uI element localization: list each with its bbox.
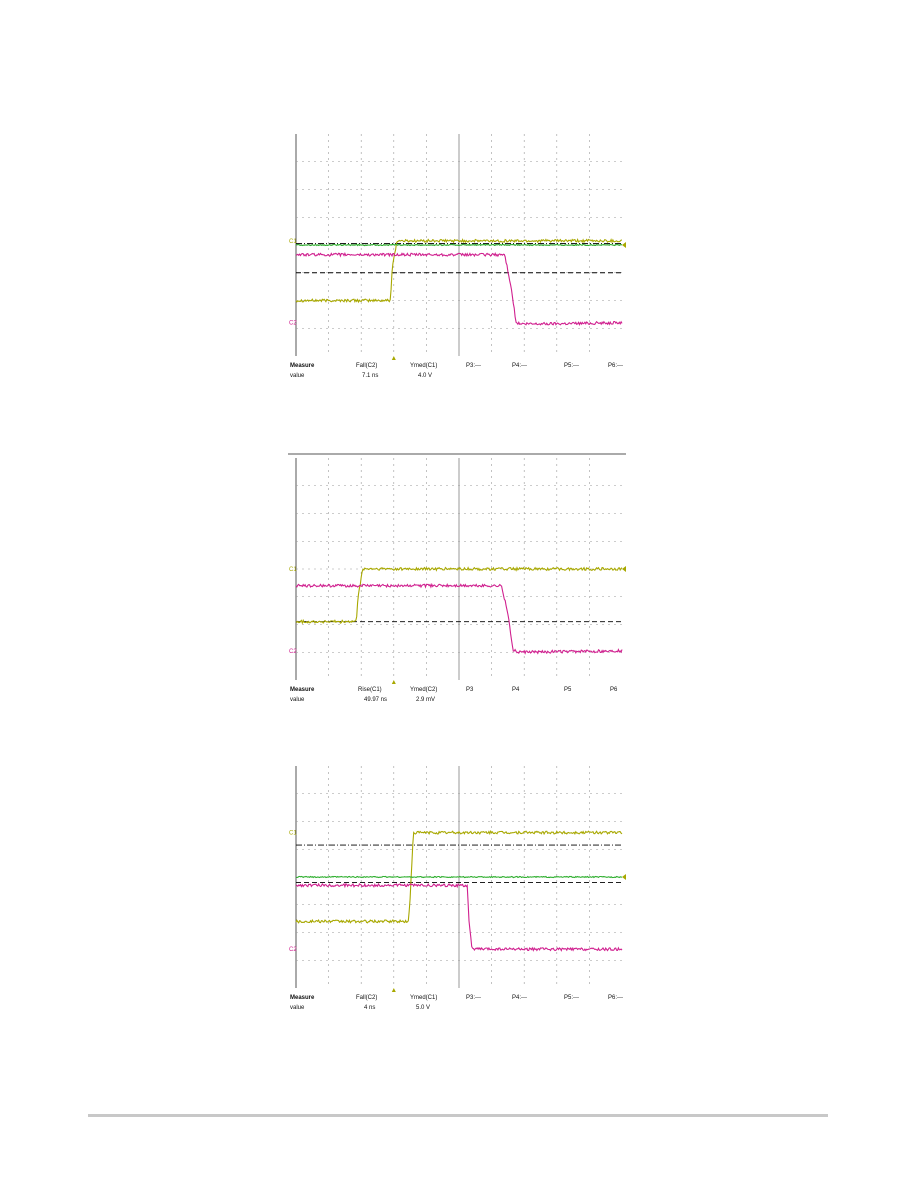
readout-header-p5: P5:--- [564,995,579,1001]
readout-header-p1: Rise(C1) [358,687,382,693]
readout-header-p2: Ymed(C1) [410,363,438,369]
readout-value-p1: 7.1 ns [362,373,379,379]
trace-magenta [295,882,623,952]
trace-magenta [295,582,623,655]
scope-plot-3: C1 C2 [289,766,626,992]
trace-magenta [295,251,623,327]
readout-header-p2: Ymed(C1) [410,995,438,1001]
scope-capture-3: C1 C2 Measure Fall(C2) Ymed(C1) P3:--- P4… [288,760,628,1030]
readout-header-p2: Ymed(C2) [410,687,438,693]
readout-header-p1: Fall(C2) [356,363,378,369]
measurement-readout-2: Measure Rise(C1) Ymed(C2) P3 P4 P5 P6 va… [288,684,628,716]
readout-value-label: value [290,1005,305,1011]
readout-header-p4: P4:--- [512,363,527,369]
scope-plot-2: C1 C2 [288,453,626,684]
scope-plot-1: C1 C2 [289,134,626,360]
channel-marker-c2: C2 [289,947,297,953]
channel-marker-c1: C1 [289,831,297,837]
trigger-position-marker [391,680,396,684]
readout-header-p4: P4:--- [512,995,527,1001]
trigger-position-marker [391,988,396,992]
trace-yellow [295,566,623,625]
readout-header-measure: Measure [290,687,315,693]
readout-value-p1: 49.97 ns [364,697,388,703]
readout-value-label: value [290,373,305,379]
readout-header-p6: P6 [610,687,618,693]
readout-header-measure: Measure [290,995,315,1001]
readout-value-p1: 4 ns [364,1005,376,1011]
readout-header-p3: P3:--- [466,995,481,1001]
scope-capture-1: C1 C2 Measure Fall(C2) Ymed(C1) P3:--- P4… [288,128,628,398]
trigger-level-marker [622,566,626,572]
measurement-readout-1: Measure Fall(C2) Ymed(C1) P3:--- P4:--- … [288,360,628,392]
readout-header-p4: P4 [512,687,520,693]
readout-header-p1: Fall(C2) [356,995,378,1001]
readout-value-p2: 2.9 mV [416,697,436,703]
footer-divider [88,1114,828,1117]
readout-value-label: value [290,697,305,703]
readout-header-p6: P6:--- [608,363,623,369]
channel-marker-c1: C1 [289,567,297,573]
readout-header-p5: P5:--- [564,363,579,369]
readout-header-p3: P3 [466,687,474,693]
readout-header-p6: P6:--- [608,995,623,1001]
trigger-level-marker [622,874,626,880]
readout-header-measure: Measure [290,363,315,369]
channel-marker-c2: C2 [289,649,297,655]
readout-header-p5: P5 [564,687,572,693]
measurement-readout-3: Measure Fall(C2) Ymed(C1) P3:--- P4:--- … [288,992,628,1024]
trace-yellow [295,237,623,304]
readout-header-p3: P3:--- [466,363,481,369]
scope-capture-2: C1 C2 Measure Rise(C1) Ymed(C2) P3 P4 P5 … [288,452,628,722]
channel-marker-c2: C2 [289,321,297,327]
trigger-position-marker [391,356,396,360]
readout-value-p2: 5.0 V [416,1005,431,1011]
readout-value-p2: 4.0 V [418,373,433,379]
trigger-level-marker [622,242,626,248]
channel-marker-c1: C1 [289,239,297,245]
trace-green [295,243,623,247]
trace-green [295,875,623,879]
trace-yellow [295,830,623,924]
